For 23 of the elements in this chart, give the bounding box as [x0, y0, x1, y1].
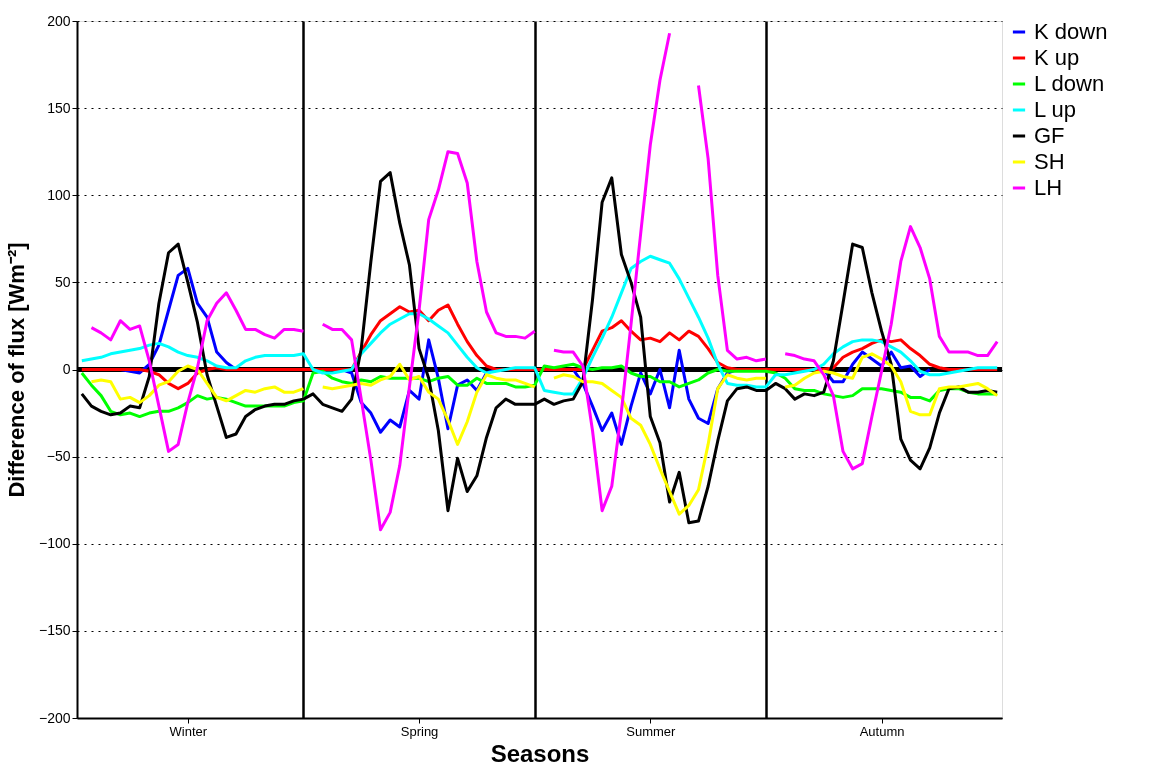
legend-label: K down	[1034, 19, 1108, 44]
y-tick-label: −150	[38, 622, 71, 639]
x-tick-label: Autumn	[859, 723, 905, 739]
legend-label: K up	[1034, 45, 1080, 70]
y-tick-label: 0	[62, 361, 71, 377]
x-tick-label: Spring	[400, 723, 439, 739]
legend-label: LH	[1034, 175, 1063, 200]
y-axis-title: Difference of flux [Wm⁻²]	[3, 242, 29, 498]
legend-label: L down	[1034, 71, 1105, 96]
y-tick-label: 50	[54, 273, 71, 290]
line-series	[80, 254, 999, 396]
y-tick-label: −50	[46, 448, 71, 465]
legend-label: SH	[1034, 149, 1065, 174]
y-tick-label: −200	[38, 709, 71, 726]
y-tick-label: 200	[47, 12, 71, 29]
legend-label: GF	[1034, 123, 1065, 148]
y-tick-label: 100	[47, 186, 71, 203]
x-tick-label: Summer	[626, 723, 677, 739]
y-tick-label: 150	[47, 99, 71, 116]
y-tick-label: −100	[38, 535, 71, 552]
x-tick-label: Winter	[169, 723, 208, 739]
x-axis-title: Seasons	[490, 739, 590, 767]
legend-label: L up	[1034, 97, 1077, 122]
